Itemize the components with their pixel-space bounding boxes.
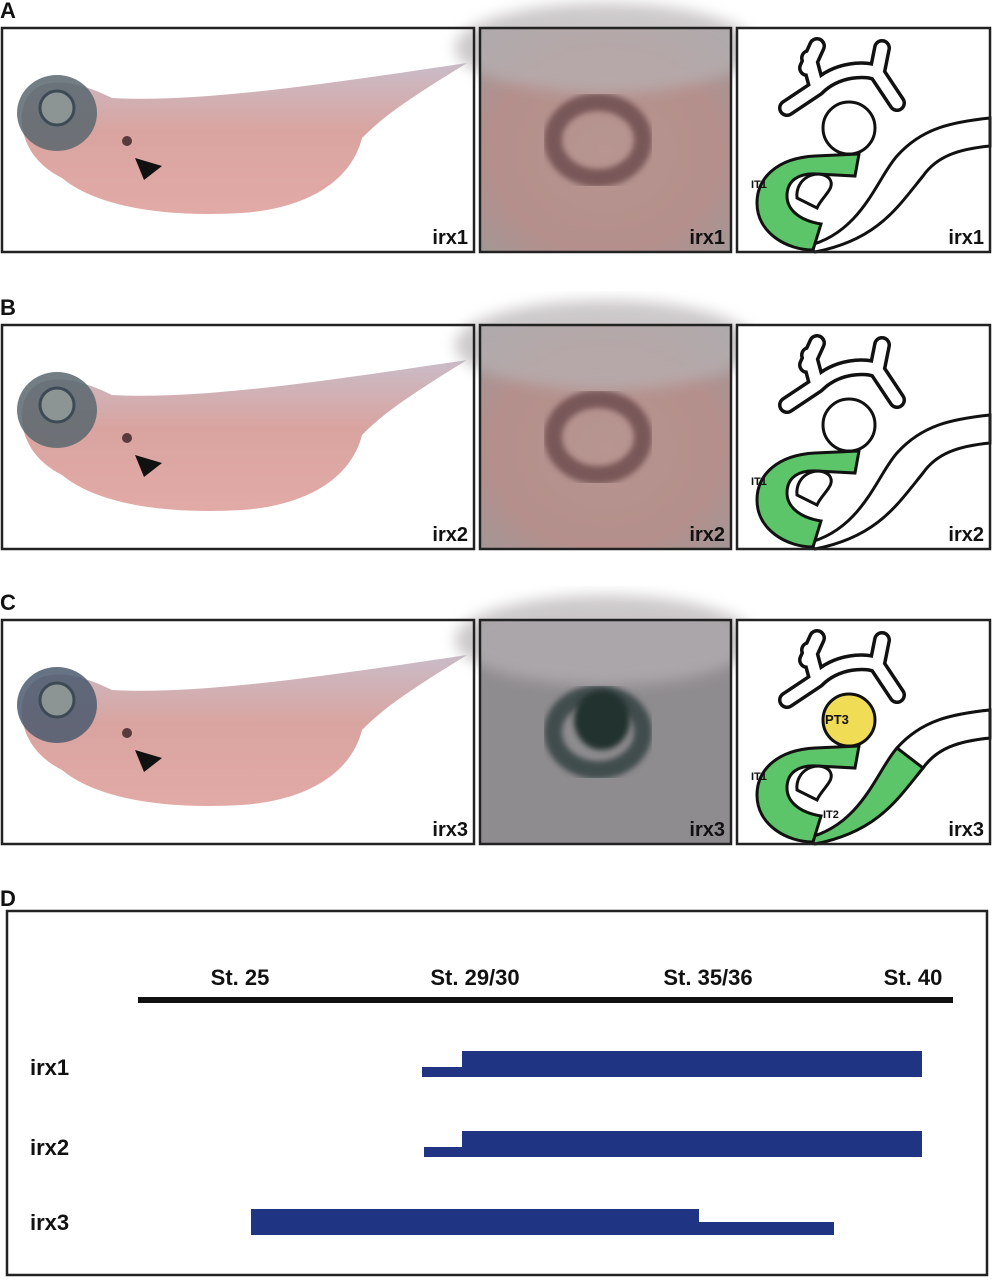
gene-label: irx3	[432, 819, 468, 841]
diagram-label: IT2	[823, 809, 839, 821]
zoom-photo	[455, 595, 755, 844]
stage-label: St. 35/36	[663, 965, 752, 990]
panel-frame	[735, 323, 992, 551]
gene-label: irx1	[30, 1055, 69, 1080]
gene-label: irx3	[30, 1210, 69, 1235]
zoom-photo	[455, 300, 755, 549]
hook	[795, 469, 833, 508]
gene-label: irx1	[432, 227, 468, 249]
panel: A IT1 irx1 irx1 irx1	[0, 0, 992, 254]
embryo-body	[21, 360, 468, 511]
otic-diagram: IT1 PT3 IT2	[737, 620, 992, 846]
panel-frame	[478, 618, 733, 846]
arrowhead	[135, 455, 162, 477]
panel-letter: A	[0, 0, 16, 23]
panel: B IT1 irx2 irx2 irx2	[0, 295, 992, 551]
photo-haze	[455, 3, 755, 93]
utricle-region	[755, 152, 861, 252]
photo-haze	[455, 300, 755, 390]
otic-diagram: IT1	[737, 28, 992, 254]
panel: C IT1 PT3 IT2 irx3 irx3 irx3	[0, 590, 992, 846]
utricle-region	[755, 449, 861, 549]
gene-label: irx1	[948, 227, 984, 249]
expression-bar-weak	[424, 1147, 464, 1157]
panel-frame	[478, 323, 733, 551]
arrowhead	[135, 750, 162, 772]
otic-ring	[544, 390, 652, 484]
expression-bar	[251, 1209, 699, 1235]
panel-frame	[735, 618, 992, 846]
diagram-label: PT3	[825, 712, 849, 727]
panel-letter: C	[0, 590, 16, 615]
embryo-photo	[2, 325, 474, 549]
expression-bar-weak	[422, 1067, 464, 1077]
gene-label: irx2	[432, 524, 468, 546]
gene-label: irx2	[689, 524, 725, 546]
panel-letter: B	[0, 295, 16, 320]
diagram-label: IT1	[751, 476, 767, 488]
expression-bars	[251, 1051, 922, 1235]
embryo-eye	[38, 89, 76, 127]
otic-spot	[122, 433, 132, 443]
diagram-label: IT1	[751, 771, 767, 783]
panel-frame	[0, 618, 476, 846]
embryo-body	[21, 63, 468, 214]
expression-bar	[462, 1131, 922, 1157]
panel-frame	[5, 909, 989, 1277]
panel-letter: D	[0, 886, 16, 911]
otic-diagram: IT1	[737, 325, 992, 551]
panel-frame	[0, 26, 476, 254]
timeline-panel: D St. 25 St. 29/30 St. 35/36 St. 40 irx1…	[0, 886, 989, 1277]
gene-label: irx2	[948, 524, 984, 546]
utricle-region	[755, 744, 861, 844]
canal-lumen	[781, 632, 903, 706]
arrowhead	[135, 158, 162, 180]
panel-frame	[735, 26, 992, 254]
expression-bar	[462, 1051, 922, 1077]
otic-spot	[122, 136, 132, 146]
saccule	[821, 100, 877, 156]
canal-lumen	[781, 40, 903, 114]
embryo-eye	[38, 386, 76, 424]
stage-label: St. 40	[884, 965, 943, 990]
stage-label: St. 25	[211, 965, 270, 990]
saccule	[821, 397, 877, 453]
embryo-photo	[2, 28, 474, 252]
hook	[795, 172, 833, 211]
hook	[795, 764, 833, 803]
expression-bar-weak	[697, 1222, 834, 1235]
gene-label: irx3	[948, 819, 984, 841]
embryo-photo	[2, 620, 474, 844]
photo-haze	[455, 595, 755, 685]
stage-label: St. 29/30	[430, 965, 519, 990]
canal-lumen	[781, 337, 903, 411]
gene-label: irx2	[30, 1135, 69, 1160]
diagram-label: IT1	[751, 179, 767, 191]
otic-ring	[544, 93, 652, 187]
panel-frame	[478, 26, 733, 254]
otic-core	[574, 690, 630, 750]
zoom-photo	[455, 3, 755, 252]
panel-frame	[0, 323, 476, 551]
embryo-eye	[38, 681, 76, 719]
otic-spot	[122, 728, 132, 738]
gene-label: irx3	[689, 819, 725, 841]
embryo-body	[21, 655, 468, 806]
gene-label: irx1	[689, 227, 725, 249]
